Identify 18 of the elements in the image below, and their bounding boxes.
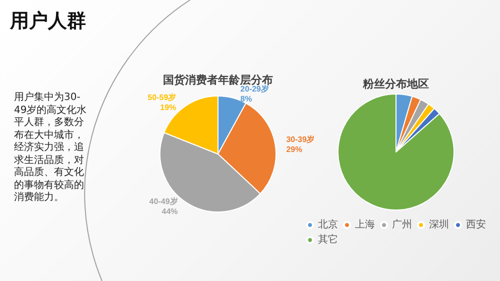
slice-label: 40-49岁 bbox=[149, 196, 178, 206]
legend-label: 上海 bbox=[355, 218, 375, 230]
legend-label: 深圳 bbox=[429, 218, 449, 230]
data-label: 29% bbox=[286, 144, 302, 154]
legend-label: 广州 bbox=[392, 218, 412, 230]
slice-label: 20-29岁 bbox=[240, 84, 269, 94]
data-label: 8% bbox=[240, 94, 252, 104]
legend-label: 北京 bbox=[318, 218, 338, 230]
slice-label: 30-39岁 bbox=[286, 134, 315, 144]
data-label: 44% bbox=[162, 206, 178, 216]
slice-label: 50-59岁 bbox=[148, 93, 176, 102]
chart-title: 粉丝分布地区 bbox=[362, 78, 429, 90]
legend-label: 西安 bbox=[466, 218, 486, 230]
chart-title: 国货消费者年龄层分布 bbox=[163, 74, 273, 86]
legend-label: 其它 bbox=[318, 234, 338, 246]
data-label: 19% bbox=[160, 103, 176, 112]
text: 用户人群 bbox=[10, 9, 86, 34]
text: 用户集中为30-49岁的高文化水平人群，多数分布在大中城市，经济实力强，追求生活品质，对高品质、有文化的事物有较高的消费能力。 bbox=[14, 92, 87, 203]
